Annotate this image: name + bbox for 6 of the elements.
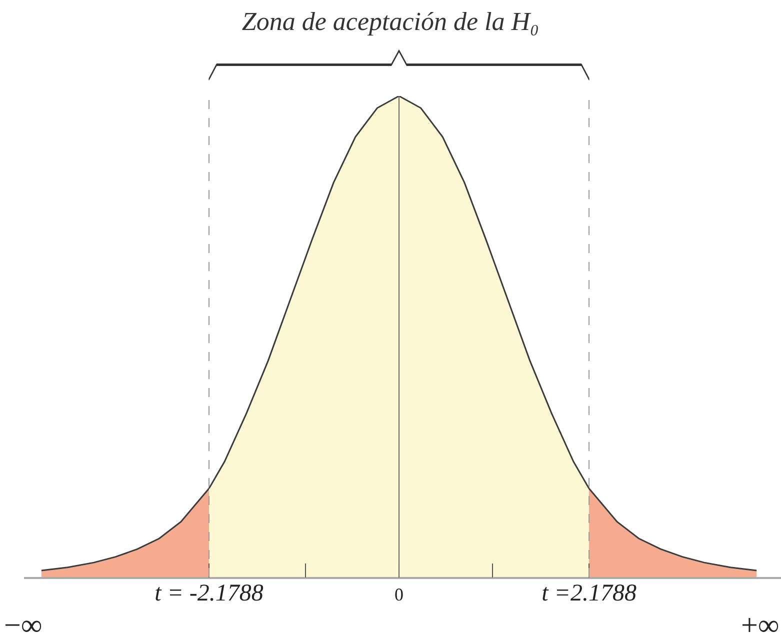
chart-title: Zona de aceptación de la H₀: [242, 7, 540, 36]
x-tick-label: t =2.1788: [542, 580, 636, 606]
x-tick-label: 0: [394, 584, 404, 604]
text: +∞: [741, 609, 780, 638]
text: −∞: [4, 609, 42, 638]
x-tick-label: t = -2.1788: [154, 580, 264, 606]
